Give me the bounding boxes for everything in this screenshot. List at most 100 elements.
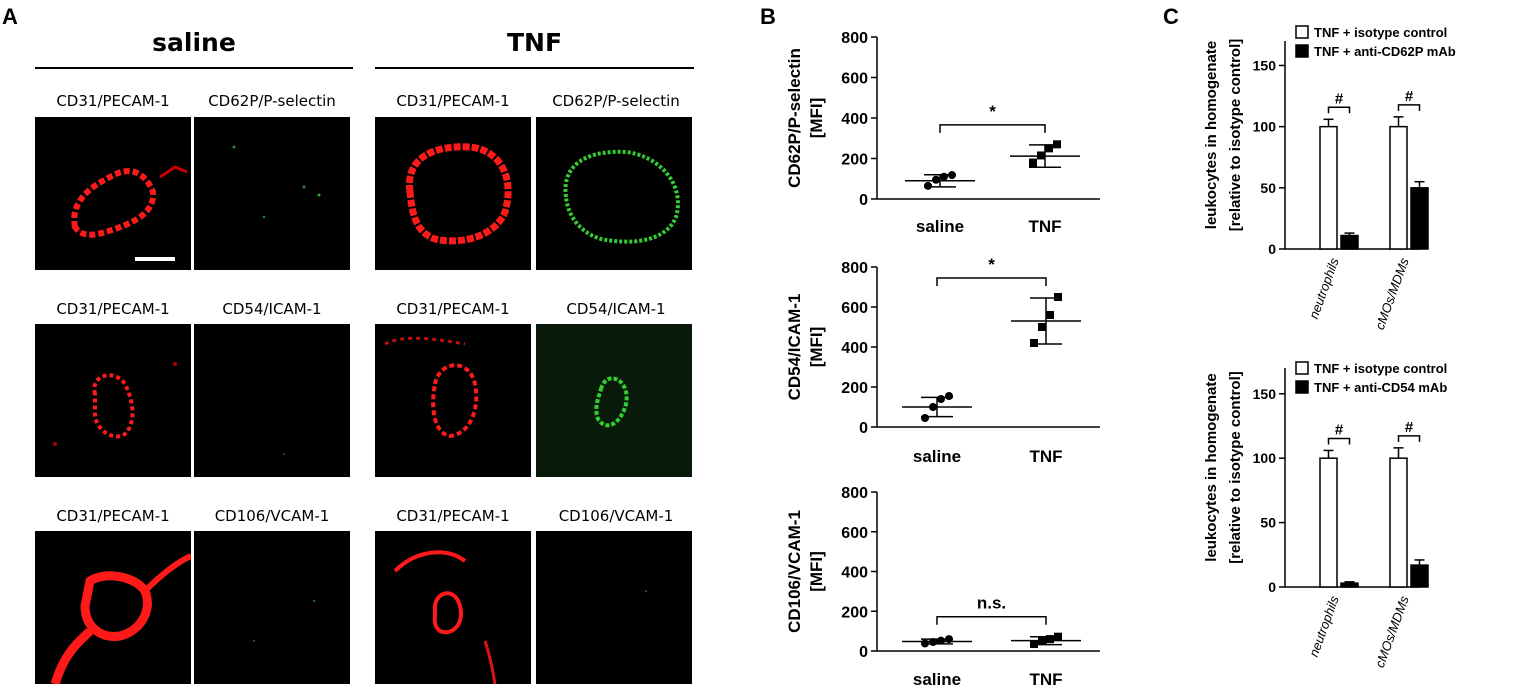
- c2-ytick-label: 0: [1268, 579, 1276, 595]
- b1-point-saline: [948, 171, 956, 180]
- b2-category-label: TNF: [1029, 447, 1062, 466]
- group-rule-tnf: [375, 67, 694, 69]
- b3-ytick-label: 600: [841, 525, 868, 542]
- label-pecam-tnf-row1: CD31/PECAM-1: [396, 92, 510, 110]
- c1-significance-label: #: [1335, 90, 1344, 107]
- b3-ylabel-line2: [MFI]: [807, 551, 826, 592]
- b1-point-TNF: [1045, 144, 1053, 153]
- b1-point-saline: [924, 181, 932, 190]
- b1-point-TNF: [1037, 151, 1045, 160]
- scale-bar: [135, 257, 175, 261]
- b3-significance-bracket: [936, 615, 1047, 625]
- b2-ytick-label: 0: [859, 420, 868, 437]
- b1-ylabel-line1: CD62P/P-selectin: [785, 48, 804, 188]
- c2-ytick-label: 50: [1260, 515, 1276, 531]
- b2-ytick-label: 600: [841, 300, 868, 317]
- label-marker-saline-row3: CD106/VCAM-1: [214, 507, 330, 525]
- label-pecam-saline-row1: CD31/PECAM-1: [56, 92, 170, 110]
- b3-point-saline: [945, 635, 953, 644]
- b1-ytick-label: 400: [841, 111, 868, 128]
- b1-ytick-label: 800: [841, 30, 868, 47]
- c2-bar-cMOs/MDMs-1: [1410, 564, 1429, 588]
- c2-bar-neutrophils-0: [1319, 457, 1338, 588]
- b3-ylabel-line1: CD106/VCAM-1: [785, 510, 804, 633]
- b2-point-saline: [921, 414, 929, 422]
- b2-category-label: saline: [913, 447, 961, 466]
- b2-point-saline: [945, 392, 953, 400]
- c2-bar-cMOs/MDMs-0: [1389, 457, 1408, 588]
- b2-point-saline: [929, 403, 937, 411]
- b3-point-TNF: [1030, 640, 1038, 649]
- b3-point-TNF: [1054, 632, 1062, 641]
- label-pecam-saline-row2: CD31/PECAM-1: [56, 300, 170, 318]
- c1-ylabel-line1: leukocytes in homogenate: [1203, 41, 1220, 229]
- c1-legend-label: TNF + isotype control: [1314, 25, 1447, 40]
- c1-ytick-label: 50: [1260, 180, 1276, 196]
- b2-point-TNF: [1054, 293, 1062, 301]
- micrograph-tnf-icam-row2: [536, 324, 692, 477]
- b1-point-TNF: [1029, 158, 1037, 167]
- label-marker-saline-row1: CD62P/P-selectin: [208, 92, 336, 110]
- b3-category-label: TNF: [1029, 670, 1062, 687]
- c2-significance-label: #: [1335, 421, 1344, 438]
- b1-ytick-label: 0: [859, 192, 868, 209]
- c1-legend-swatch: [1295, 44, 1309, 58]
- b3-point-TNF: [1046, 635, 1054, 644]
- c2-legend-label: TNF + isotype control: [1314, 361, 1447, 376]
- group-title-tnf: TNF: [506, 28, 563, 57]
- c2-ytick-label: 100: [1253, 450, 1277, 466]
- micrograph-saline-pecam-row2: [35, 324, 191, 477]
- micrograph-tnf-pselectin-row1: [536, 117, 692, 270]
- c2-bar-neutrophils-1: [1340, 582, 1359, 588]
- micrograph-saline-pselectin-row1: [194, 117, 350, 270]
- micrograph-saline-vcam-row3: [194, 531, 350, 684]
- c1-ytick-label: 100: [1253, 119, 1277, 135]
- c2-significance-label: #: [1405, 419, 1414, 436]
- b2-point-TNF: [1038, 323, 1046, 331]
- panel-letter-a: A: [2, 4, 18, 29]
- b2-significance-bracket: [936, 277, 1047, 286]
- micrograph-saline-icam-row2: [194, 324, 350, 477]
- b3-ytick-label: 400: [841, 565, 868, 582]
- b3-ytick-label: 800: [841, 485, 868, 502]
- c1-bar-cMOs/MDMs-0: [1389, 125, 1408, 250]
- c2-legend-swatch: [1295, 380, 1309, 394]
- b1-category-label: saline: [916, 217, 964, 236]
- c1-ytick-label: 0: [1268, 241, 1276, 257]
- b3-significance-label: n.s.: [977, 594, 1006, 613]
- b3-point-saline: [929, 638, 937, 647]
- label-pecam-tnf-row3: CD31/PECAM-1: [396, 507, 510, 525]
- b2-ylabel-line2: [MFI]: [807, 327, 826, 368]
- b3-ytick-label: 200: [841, 604, 868, 621]
- c1-legend-label: TNF + anti-CD62P mAb: [1314, 44, 1456, 59]
- c1-bar-neutrophils-1: [1340, 234, 1359, 250]
- micrograph-tnf-vcam-row3: [536, 531, 692, 684]
- label-pecam-saline-row3: CD31/PECAM-1: [56, 507, 170, 525]
- c2-category-label: cMOs/MDMs: [1372, 593, 1412, 669]
- c2-legend-label: TNF + anti-CD54 mAb: [1314, 380, 1447, 395]
- c2-category-label: neutrophils: [1306, 593, 1342, 658]
- c1-significance-label: #: [1405, 88, 1414, 105]
- b3-ytick-label: 0: [859, 644, 868, 661]
- c2-ylabel-line2: [relative to isotype control]: [1227, 371, 1244, 564]
- c1-category-label: neutrophils: [1306, 255, 1342, 320]
- label-pecam-tnf-row2: CD31/PECAM-1: [396, 300, 510, 318]
- panel-letter-b: B: [760, 4, 776, 29]
- c1-significance-bracket: [1397, 104, 1421, 111]
- c1-ylabel-line2: [relative to isotype control]: [1227, 39, 1244, 232]
- b1-significance-label: *: [989, 102, 996, 121]
- b1-ytick-label: 200: [841, 152, 868, 169]
- b2-ytick-label: 800: [841, 260, 868, 277]
- b1-category-label: TNF: [1028, 217, 1061, 236]
- b3-point-saline: [937, 636, 945, 645]
- b3-category-label: saline: [913, 670, 961, 687]
- b2-point-saline: [937, 395, 945, 403]
- b2-ylabel-line1: CD54/ICAM-1: [785, 294, 804, 401]
- micrograph-tnf-pecam-row3: [375, 531, 531, 684]
- b2-point-TNF: [1046, 311, 1054, 319]
- group-rule-saline: [35, 67, 353, 69]
- label-marker-tnf-row1: CD62P/P-selectin: [552, 92, 680, 110]
- c1-legend-swatch: [1295, 25, 1309, 39]
- b1-point-saline: [940, 172, 948, 181]
